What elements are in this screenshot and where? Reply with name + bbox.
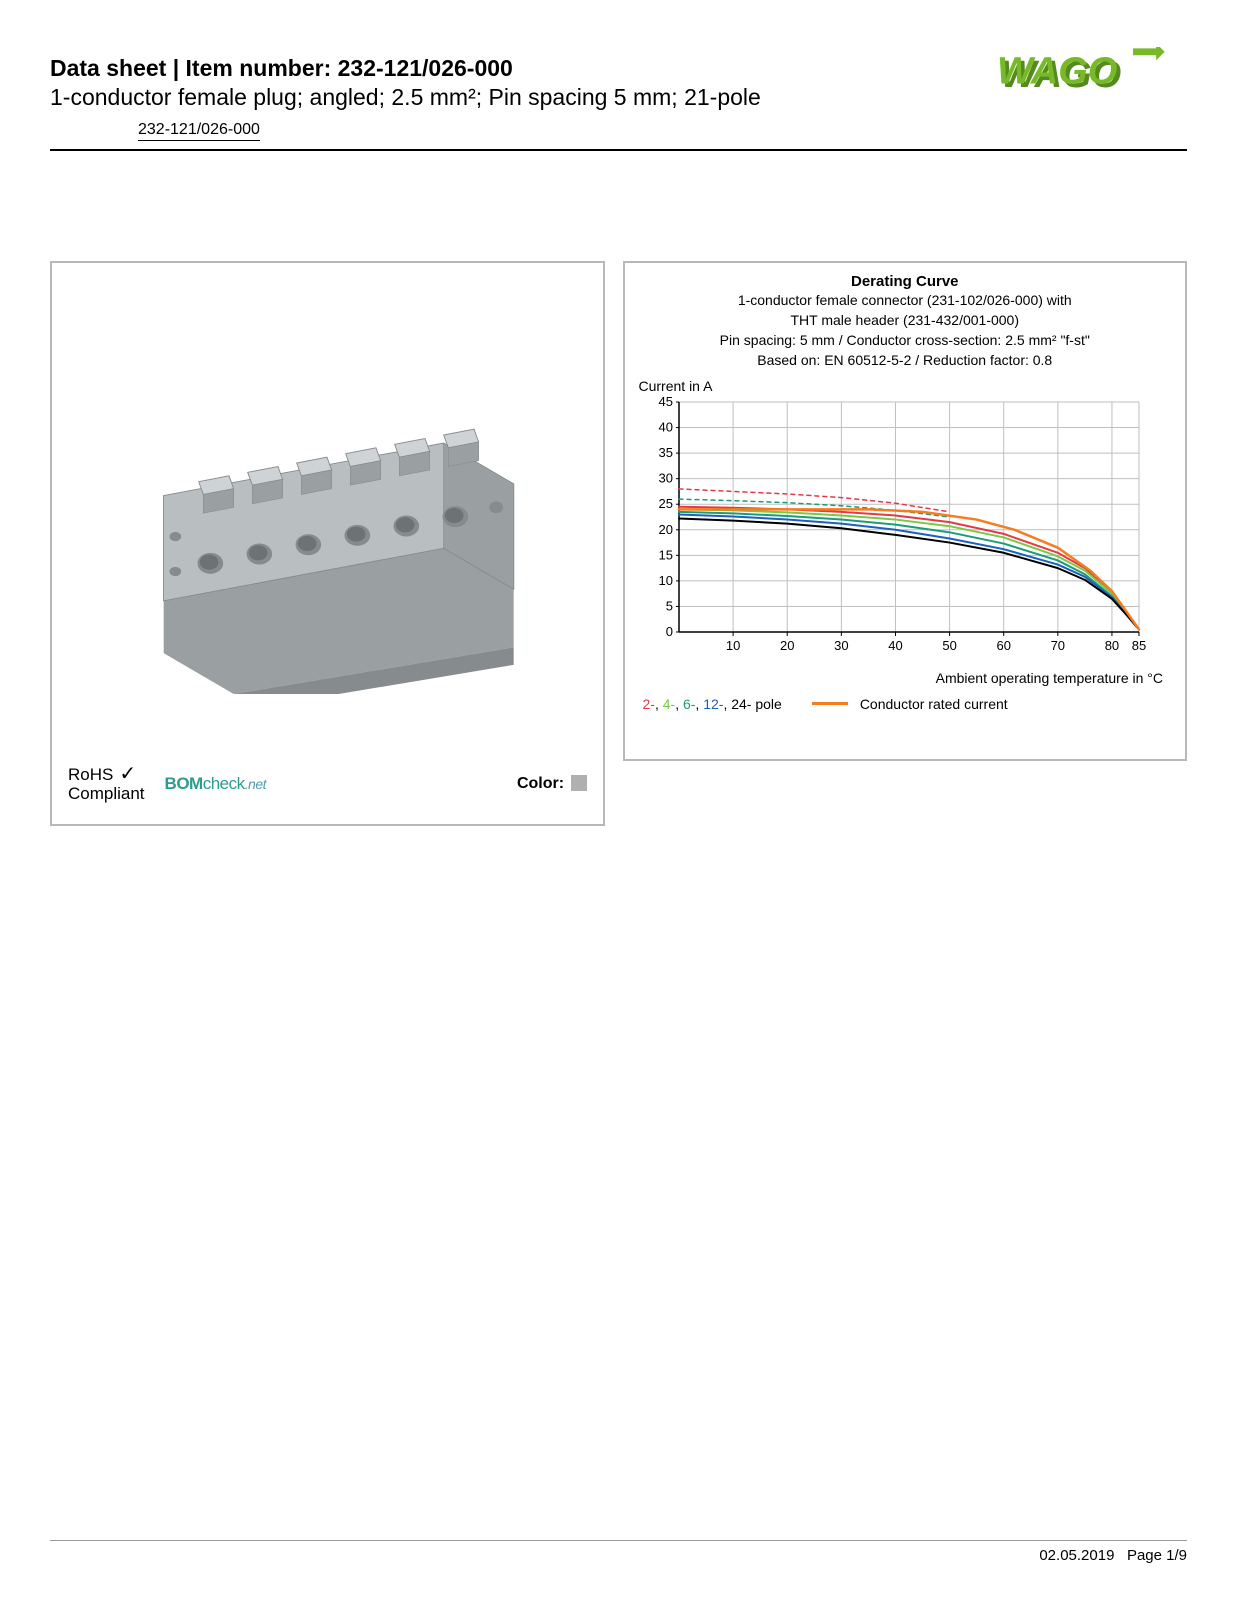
svg-text:10: 10 — [725, 638, 739, 653]
legend-2pole: 2- — [643, 696, 655, 712]
title-item-number: 232-121/026-000 — [338, 55, 513, 81]
svg-text:10: 10 — [658, 572, 672, 587]
compliance-row: RoHS ✓ Compliant BOMcheck.net Color: — [64, 763, 591, 812]
color-section: Color: — [517, 775, 587, 793]
svg-text:20: 20 — [658, 521, 672, 536]
header: Data sheet | Item number: 232-121/026-00… — [50, 55, 1187, 151]
derating-chart: 454035302520151050102030405060708085 — [639, 396, 1169, 661]
legend-12pole: 12- — [703, 696, 723, 712]
bomcheck-logo: BOMcheck.net — [165, 774, 266, 794]
title: Data sheet | Item number: 232-121/026-00… — [50, 55, 997, 82]
rohs-compliant: RoHS ✓ Compliant — [68, 763, 145, 804]
svg-text:50: 50 — [942, 638, 956, 653]
svg-text:35: 35 — [658, 445, 672, 460]
svg-text:15: 15 — [658, 547, 672, 562]
svg-text:25: 25 — [658, 496, 672, 511]
legend-24pole: 24- — [731, 696, 751, 712]
x-axis-label: Ambient operating temperature in °C — [639, 670, 1172, 686]
svg-text:30: 30 — [658, 470, 672, 485]
legend-rated-line — [812, 702, 848, 705]
legend-poles: 2-, 4-, 6-, 12-, 24- pole — [643, 696, 782, 712]
color-label: Color: — [517, 775, 564, 792]
legend-4pole: 4- — [663, 696, 675, 712]
legend-rated-label: Conductor rated current — [860, 696, 1008, 712]
chart-legend: 2-, 4-, 6-, 12-, 24- pole Conductor rate… — [639, 696, 1172, 712]
header-text: Data sheet | Item number: 232-121/026-00… — [50, 55, 997, 141]
wago-logo: WAGO WAGO — [997, 47, 1187, 100]
svg-text:40: 40 — [888, 638, 902, 653]
chart-sub1: 1-conductor female connector (231-102/02… — [639, 291, 1172, 310]
check-icon: ✓ — [119, 763, 136, 785]
bomcheck-check: check — [203, 774, 245, 793]
rohs-label: RoHS — [68, 765, 113, 784]
content-row: RoHS ✓ Compliant BOMcheck.net Color: Dera… — [50, 261, 1187, 826]
chart-title: Derating Curve — [639, 273, 1172, 290]
legend-6pole: 6- — [683, 696, 695, 712]
bomcheck-net: .net — [245, 776, 266, 792]
svg-text:60: 60 — [996, 638, 1010, 653]
svg-text:WAGO: WAGO — [997, 50, 1117, 92]
svg-text:40: 40 — [658, 419, 672, 434]
chart-area: Current in A 454035302520151050102030405… — [639, 378, 1172, 686]
title-prefix: Data sheet | Item number: — [50, 55, 338, 81]
svg-text:5: 5 — [665, 598, 672, 613]
svg-text:30: 30 — [834, 638, 848, 653]
svg-text:20: 20 — [780, 638, 794, 653]
svg-text:0: 0 — [665, 624, 672, 639]
chart-sub2: THT male header (231-432/001-000) — [639, 311, 1172, 330]
svg-text:80: 80 — [1104, 638, 1118, 653]
svg-text:70: 70 — [1050, 638, 1064, 653]
legend-pole-suffix: pole — [755, 696, 781, 712]
product-panel: RoHS ✓ Compliant BOMcheck.net Color: — [50, 261, 605, 826]
chart-sub4: Based on: EN 60512-5-2 / Reduction facto… — [639, 351, 1172, 370]
footer: 02.05.2019 Page 1/9 — [50, 1540, 1187, 1564]
compliant-label: Compliant — [68, 784, 145, 803]
y-axis-label: Current in A — [639, 378, 1172, 394]
svg-text:45: 45 — [658, 396, 672, 409]
svg-text:85: 85 — [1131, 638, 1145, 653]
footer-date: 02.05.2019 — [1039, 1547, 1114, 1564]
item-link[interactable]: 232-121/026-000 — [138, 121, 260, 141]
subtitle: 1-conductor female plug; angled; 2.5 mm²… — [50, 84, 997, 111]
footer-page: Page 1/9 — [1127, 1547, 1187, 1564]
chart-sub3: Pin spacing: 5 mm / Conductor cross-sect… — [639, 331, 1172, 350]
product-image — [64, 275, 591, 763]
chart-panel: Derating Curve 1-conductor female connec… — [623, 261, 1188, 761]
color-swatch — [571, 775, 587, 791]
bomcheck-bom: BOM — [165, 774, 203, 793]
